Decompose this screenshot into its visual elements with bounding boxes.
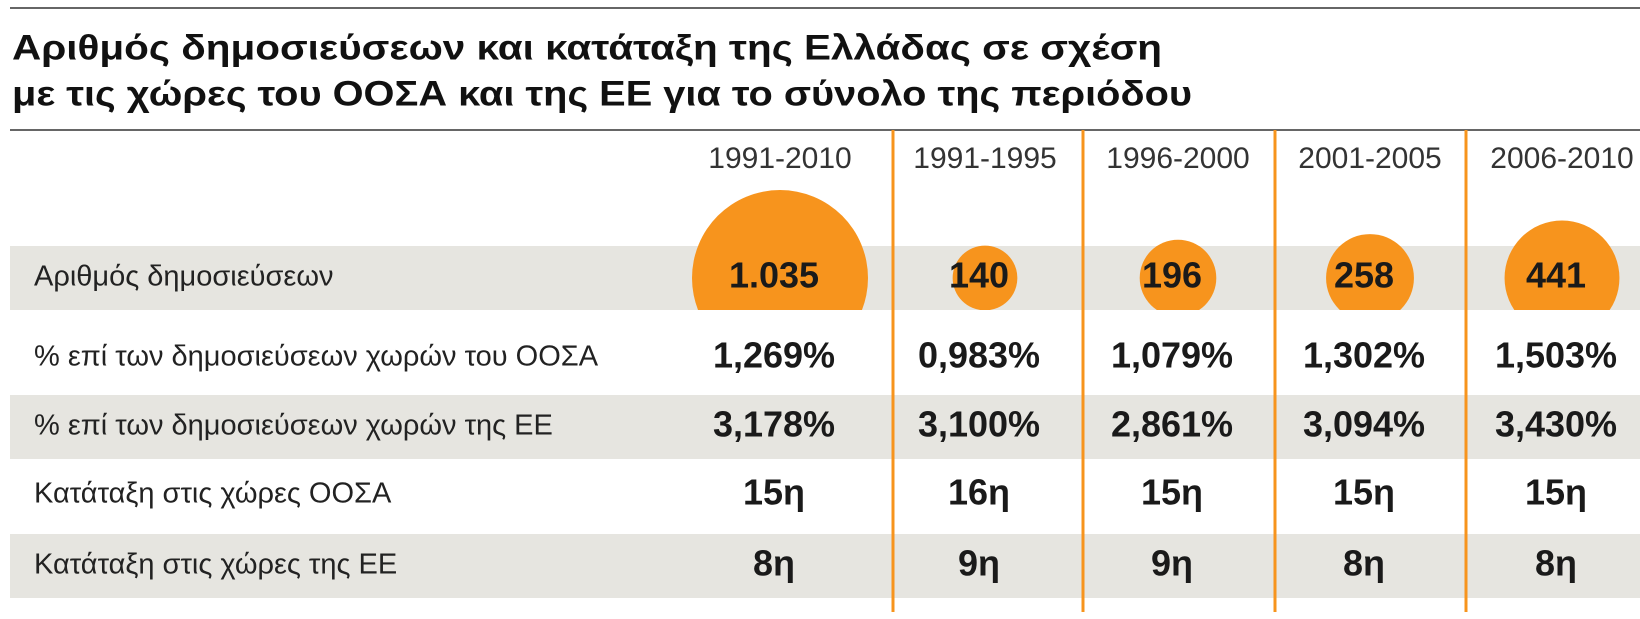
cell-value: 258: [1334, 255, 1394, 296]
cell-value: 1,269%: [713, 335, 835, 376]
title-line: Αριθμός δημοσιεύσεων και κατάταξη της Ελ…: [12, 28, 1162, 67]
cell-value: 9η: [1151, 543, 1193, 584]
cell-value: 0,983%: [918, 335, 1040, 376]
cell-value: 196: [1142, 255, 1202, 296]
cell-value: 3,430%: [1495, 404, 1617, 445]
cell-value: 8η: [1535, 543, 1577, 584]
cell-value: 441: [1526, 255, 1586, 296]
cell-value: 1.035: [729, 255, 819, 296]
table: 1991-2010 1991-1995 1996-2000 2001-2005 2006…: [34, 130, 1634, 612]
row-label: % επί των δημοσιεύσεων χωρών της ΕΕ: [34, 410, 553, 442]
cell-value: 9η: [958, 543, 1000, 584]
column-header: 1991-2010: [708, 142, 851, 175]
column-header: 2001-2005: [1298, 142, 1441, 175]
cell-value: 15η: [743, 472, 805, 513]
count-circle: [1504, 220, 1620, 310]
count-circle: [1139, 239, 1217, 310]
row-band: [10, 534, 1640, 598]
cell-value: 3,094%: [1303, 404, 1425, 445]
cell-value: 8η: [1343, 543, 1385, 584]
count-circle: [952, 245, 1018, 310]
row-label: % επί των δημοσιεύσεων χωρών του ΟΟΣΑ: [34, 341, 599, 373]
circle-group: [692, 190, 1620, 310]
row-label: Αριθμός δημοσιεύσεων: [34, 261, 334, 293]
row-label: Κατάταξη στις χώρες της ΕΕ: [34, 549, 397, 581]
cell-value: 3,100%: [918, 404, 1040, 445]
cell-value: 15η: [1525, 472, 1587, 513]
row-label: Κατάταξη στις χώρες ΟΟΣΑ: [34, 478, 392, 510]
count-circle: [692, 190, 868, 310]
column-header: 1996-2000: [1106, 142, 1249, 175]
cell-value: 1,302%: [1303, 335, 1425, 376]
cell-value: 3,178%: [713, 404, 835, 445]
row-band: [10, 395, 1640, 459]
count-circle: [1326, 234, 1414, 310]
column-header: 2006-2010: [1490, 142, 1633, 175]
cell-value: 1,503%: [1495, 335, 1617, 376]
column-header: 1991-1995: [913, 142, 1056, 175]
cell-value: 140: [949, 255, 1009, 296]
cell-value: 2,861%: [1111, 404, 1233, 445]
cell-value: 16η: [948, 472, 1010, 513]
cell-value: 15η: [1141, 472, 1203, 513]
cell-value: 15η: [1333, 472, 1395, 513]
title-line: με τις χώρες του ΟΟΣΑ και της ΕΕ για το …: [12, 74, 1192, 113]
cell-value: 8η: [753, 543, 795, 584]
cell-value: 1,079%: [1111, 335, 1233, 376]
